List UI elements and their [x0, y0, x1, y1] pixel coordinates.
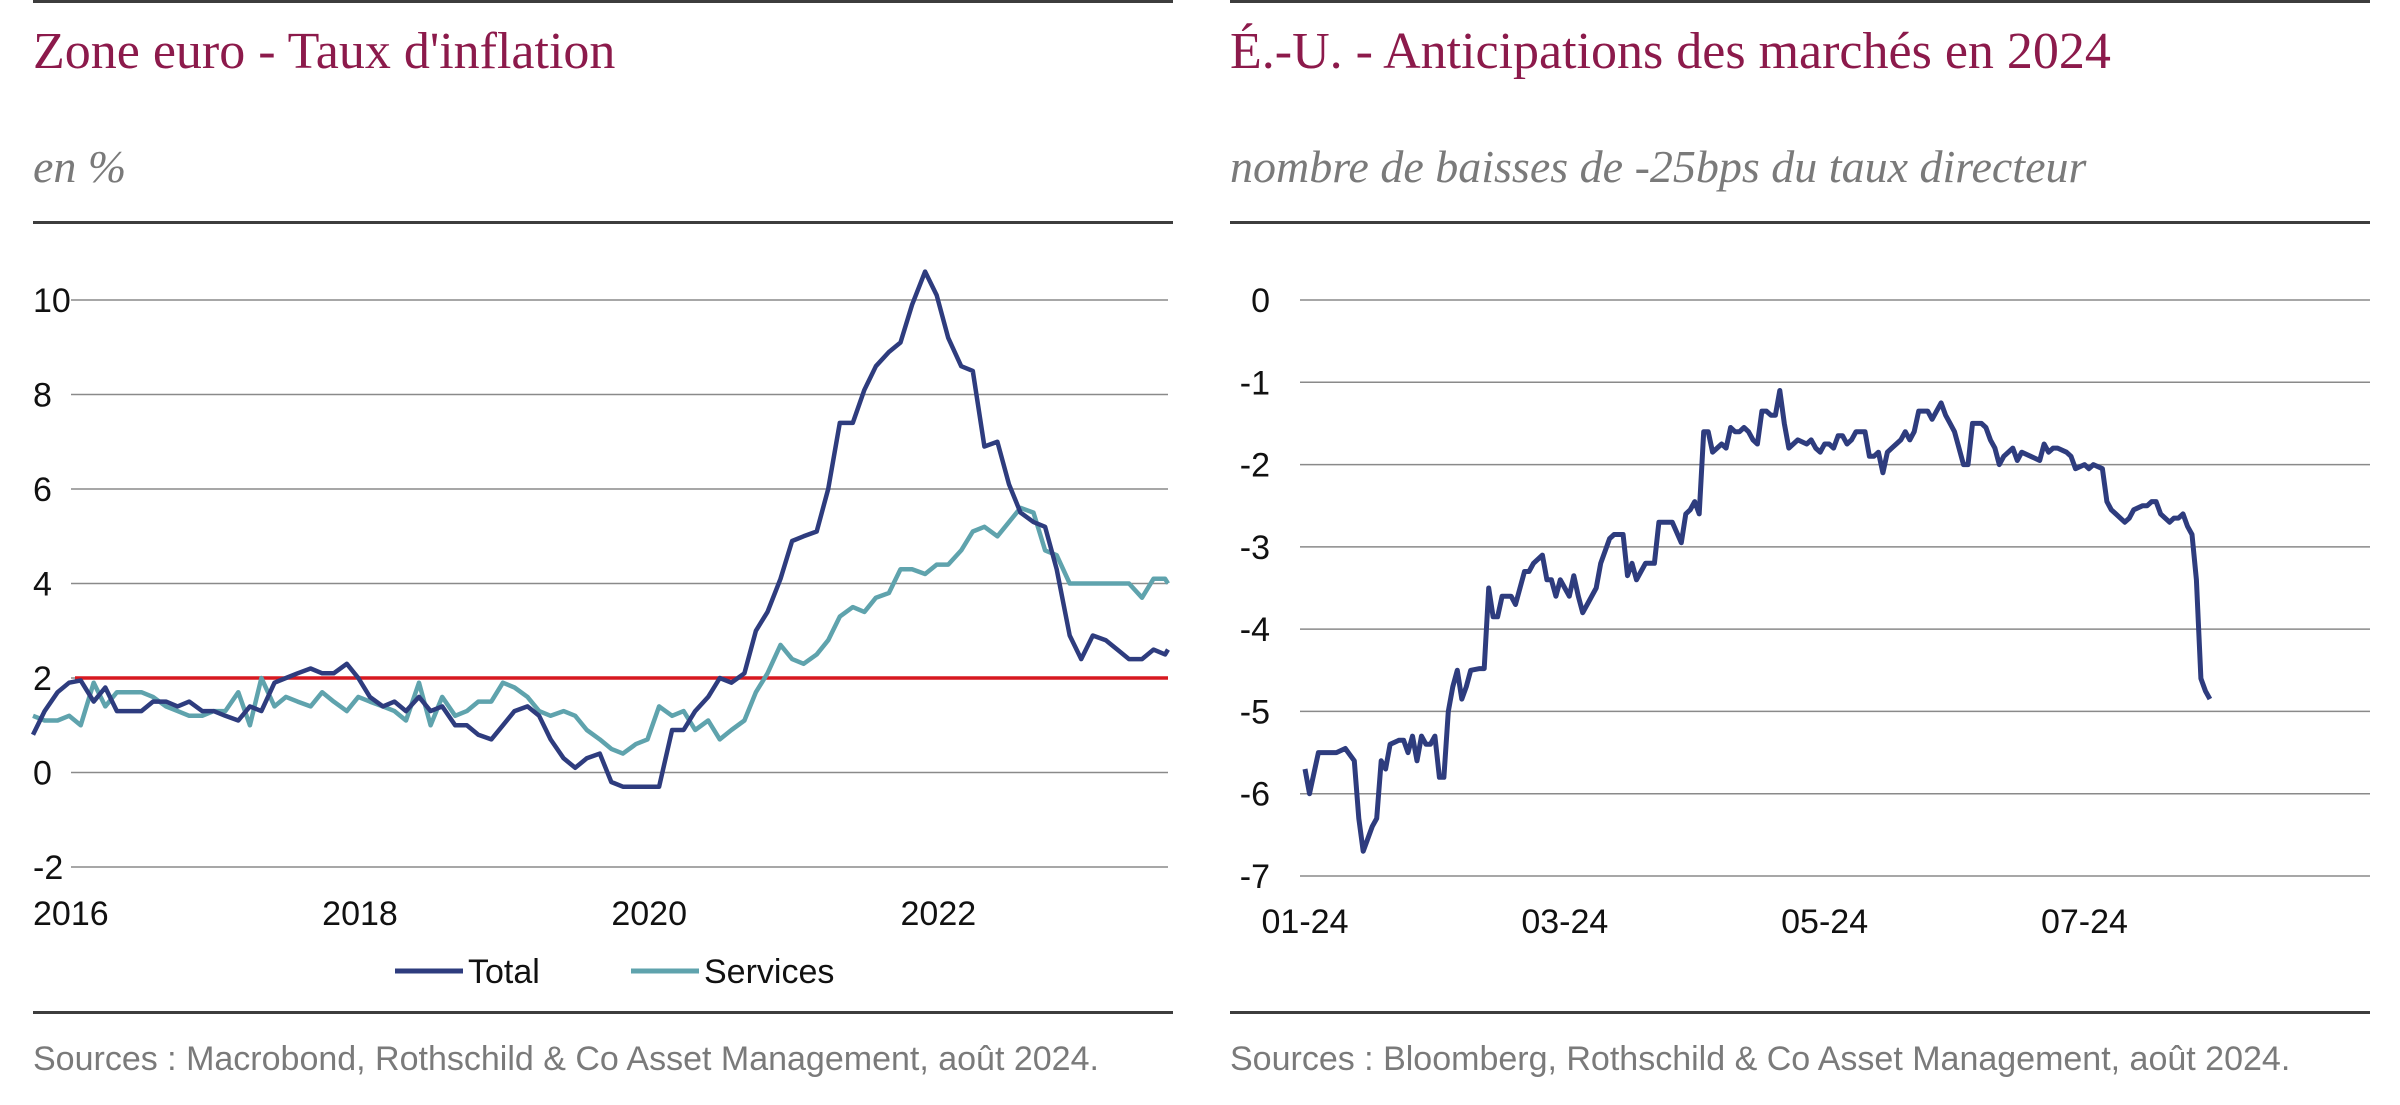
y-tick-label: -1 — [1240, 364, 1270, 402]
y-tick-label: -3 — [1240, 529, 1270, 567]
header-rule — [1230, 221, 2370, 224]
y-tick-label: -4 — [1240, 611, 1270, 649]
right-chart-source: Sources : Bloomberg, Rothschild & Co Ass… — [1230, 1040, 2291, 1078]
y-tick-label: -7 — [1240, 858, 1270, 896]
series-line-rate-cuts — [1302, 388, 2213, 854]
y-tick-label: 4 — [33, 566, 52, 604]
left-chart-title: Zone euro - Taux d'inflation — [33, 23, 616, 80]
y-tick-label: 10 — [33, 282, 71, 320]
right-chart-panel: É.-U. - Anticipations des marchés en 202… — [1230, 0, 2370, 1105]
header-rule — [33, 221, 1173, 224]
footer-rule — [1230, 1011, 2370, 1014]
y-tick-label: -2 — [1240, 447, 1270, 485]
left-chart-plot: -2 0 2 4 6 8 10 2016 2018 2020 2022 Total Services — [30, 269, 1170, 991]
x-tick-label: 07-24 — [2041, 903, 2128, 941]
x-tick-label: 2020 — [611, 895, 687, 933]
right-chart-plot: 0 -1 -2 -3 -4 -5 -6 -7 01-24 03-24 05-24 07-24 — [1240, 282, 2370, 941]
legend-label-total: Total — [468, 953, 540, 991]
y-tick-label: 2 — [33, 660, 52, 698]
x-tick-label: 03-24 — [1521, 903, 1608, 941]
x-tick-label: 2016 — [33, 895, 109, 933]
y-tick-label: 8 — [33, 377, 52, 415]
right-chart-subtitle: nombre de baisses de -25bps du taux dire… — [1230, 141, 2087, 192]
x-tick-label: 2018 — [322, 895, 398, 933]
footer-rule — [33, 1011, 1173, 1014]
series-line-services — [32, 505, 1170, 756]
left-chart-source: Sources : Macrobond, Rothschild & Co Ass… — [33, 1040, 1099, 1078]
y-tick-label: 6 — [33, 471, 52, 509]
x-tick-label: 01-24 — [1262, 903, 1349, 941]
top-rule — [1230, 0, 2370, 3]
x-tick-label: 05-24 — [1781, 903, 1868, 941]
left-chart-panel: Zone euro - Taux d'inflation en % -2 0 2 4 6… — [30, 0, 1173, 1105]
y-tick-label: -2 — [33, 849, 63, 887]
left-chart-subtitle: en % — [33, 141, 127, 192]
right-chart-title: É.-U. - Anticipations des marchés en 202… — [1230, 23, 2111, 80]
series-line-total — [30, 269, 1170, 789]
y-tick-label: 0 — [1251, 282, 1270, 320]
y-tick-label: -5 — [1240, 693, 1270, 731]
y-tick-label: -6 — [1240, 776, 1270, 814]
x-tick-label: 2022 — [901, 895, 977, 933]
top-rule — [33, 0, 1173, 3]
legend-label-services: Services — [704, 953, 834, 991]
y-tick-label: 0 — [33, 755, 52, 793]
